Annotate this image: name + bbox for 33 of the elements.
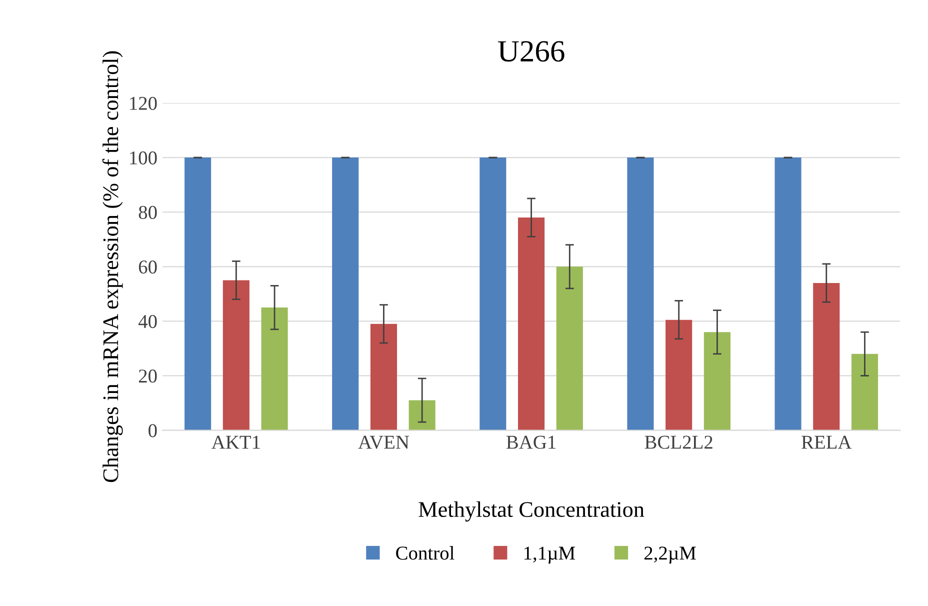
bar <box>704 332 730 430</box>
bar <box>184 158 212 430</box>
bar <box>480 158 506 430</box>
x-tick-label: BAG1 <box>506 436 556 449</box>
bar <box>222 280 250 430</box>
y-axis-title: Changes in mRNA expression (% of the control) <box>102 51 123 482</box>
x-tick-label: AVEN <box>358 436 410 449</box>
bar <box>556 266 583 430</box>
y-tick-label: 0 <box>148 424 157 438</box>
bar <box>851 354 878 430</box>
bar <box>332 158 359 430</box>
bar <box>627 158 654 430</box>
legend-label: 1,1µM <box>524 546 575 564</box>
bar <box>370 324 398 430</box>
bar <box>261 308 288 430</box>
x-tick-label: RELA <box>802 436 852 449</box>
y-tick-label: 80 <box>138 206 157 220</box>
x-tick-label: AKT1 <box>212 436 260 449</box>
bar <box>774 158 802 430</box>
legend-label: 2,2µM <box>644 546 696 564</box>
y-tick-label: 100 <box>130 151 157 164</box>
y-tick-label: 60 <box>138 260 157 274</box>
y-tick-label: 40 <box>138 314 157 328</box>
legend-label: Control <box>396 546 454 560</box>
x-axis-title: Methylstat Concentration <box>418 501 644 522</box>
bar <box>408 400 436 430</box>
y-tick-label: 120 <box>130 96 157 110</box>
chart-title: U266 <box>498 41 564 62</box>
bar <box>666 320 692 430</box>
bar <box>518 218 545 430</box>
x-tick-label: BCL2L2 <box>644 436 712 449</box>
y-tick-label: 20 <box>138 370 157 383</box>
bar <box>813 283 840 430</box>
